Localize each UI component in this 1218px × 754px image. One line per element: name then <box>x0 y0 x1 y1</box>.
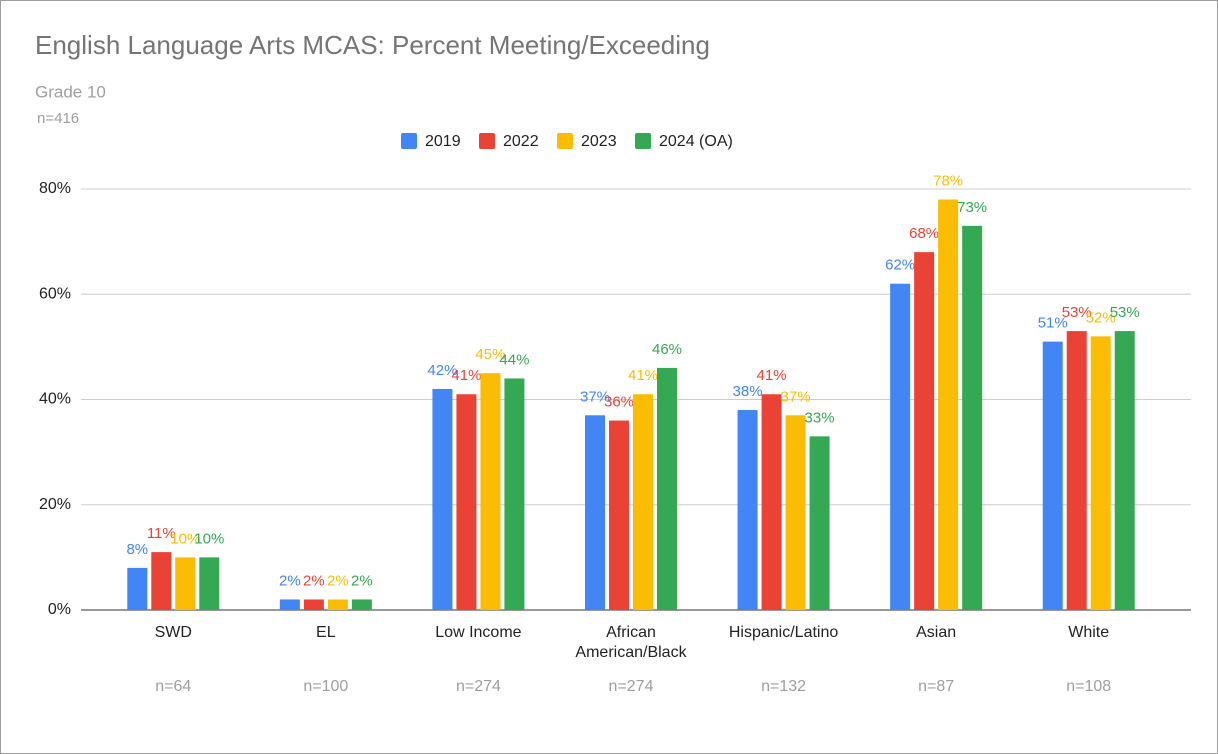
bar <box>127 567 148 610</box>
data-label: 11% <box>147 525 176 542</box>
bar <box>609 420 629 610</box>
bar <box>761 394 782 610</box>
n-label: n=108 <box>1066 678 1112 695</box>
data-label: 37% <box>580 388 610 405</box>
y-tick-label: 0% <box>48 601 71 618</box>
bar <box>279 599 300 610</box>
data-label: 68% <box>909 225 939 242</box>
data-label: 78% <box>933 172 963 189</box>
x-tick-label: Hispanic/Latino <box>728 624 839 641</box>
bar <box>737 410 758 610</box>
legend-swatch <box>479 133 495 149</box>
n-label: n=132 <box>761 678 807 695</box>
x-tick-label: Low Income <box>435 624 522 641</box>
bar <box>633 394 653 610</box>
bar <box>914 252 935 610</box>
data-label: 53% <box>1110 304 1140 321</box>
bar <box>303 599 324 610</box>
y-tick-label: 80% <box>39 180 71 197</box>
data-label: 2% <box>351 572 373 589</box>
y-tick-label: 60% <box>39 285 71 302</box>
x-tick-label: White <box>1068 624 1110 641</box>
n-label: n=100 <box>303 678 349 695</box>
bar <box>1066 331 1087 610</box>
bar <box>585 415 605 610</box>
data-label: 46% <box>652 341 682 358</box>
x-tick-label: Asian <box>916 624 957 641</box>
bar <box>327 599 348 610</box>
data-label: 37% <box>781 388 811 405</box>
x-tick-label: EL <box>316 624 336 641</box>
bar <box>962 225 983 610</box>
legend-label: 2023 <box>581 133 617 150</box>
chart-subtitle: Grade 10 <box>35 82 106 101</box>
bar <box>175 557 196 610</box>
data-label: 41% <box>628 367 658 384</box>
bar <box>657 367 677 610</box>
bar <box>890 283 911 610</box>
data-label: 33% <box>805 409 835 426</box>
bar <box>151 552 172 610</box>
chart-note: n=416 <box>37 110 79 127</box>
n-label: n=87 <box>918 678 955 695</box>
x-tick-label: SWD <box>154 624 192 641</box>
n-label: n=274 <box>608 678 654 695</box>
data-label: 42% <box>427 362 457 379</box>
x-tick-label: African American/Black <box>575 624 687 661</box>
data-label: 53% <box>1062 304 1092 321</box>
legend-label: 2024 (OA) <box>659 133 733 150</box>
legend-swatch <box>635 133 651 149</box>
bar <box>480 373 501 610</box>
data-label: 36% <box>604 394 634 411</box>
bar <box>456 394 477 610</box>
legend-label: 2019 <box>425 133 461 150</box>
data-label: 51% <box>1038 315 1068 332</box>
data-label: 10% <box>194 530 224 547</box>
bar <box>432 388 453 610</box>
y-tick-label: 20% <box>39 496 71 513</box>
bar <box>938 199 959 610</box>
data-label: 52% <box>1086 309 1116 326</box>
data-label: 2% <box>327 572 349 589</box>
data-label: 10% <box>170 530 200 547</box>
bar <box>785 415 806 610</box>
n-label: n=274 <box>455 678 501 695</box>
data-label: 8% <box>126 541 148 558</box>
data-label: 38% <box>733 383 763 400</box>
bar <box>809 436 830 610</box>
legend-label: 2022 <box>503 133 539 150</box>
bar <box>199 557 220 610</box>
bar <box>504 378 525 610</box>
data-label: 73% <box>957 199 987 216</box>
data-label: 45% <box>475 346 505 363</box>
data-label: 2% <box>303 572 325 589</box>
data-label: 2% <box>279 572 301 589</box>
data-label: 41% <box>757 367 787 384</box>
data-label: 44% <box>499 351 529 368</box>
data-label: 62% <box>885 257 915 274</box>
legend-swatch <box>557 133 573 149</box>
data-label: 41% <box>451 367 481 384</box>
n-label: n=64 <box>155 678 192 695</box>
chart-title: English Language Arts MCAS: Percent Meet… <box>35 30 710 60</box>
y-tick-label: 40% <box>39 391 71 408</box>
legend-swatch <box>401 133 417 149</box>
bar <box>351 599 372 610</box>
bar <box>1114 331 1135 610</box>
bar <box>1090 336 1111 610</box>
bar <box>1042 341 1063 610</box>
